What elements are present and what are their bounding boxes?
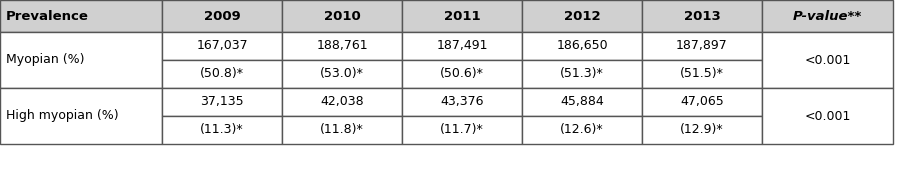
Bar bbox=[522, 0, 642, 32]
Bar bbox=[162, 32, 282, 60]
Text: 45,884: 45,884 bbox=[560, 96, 604, 108]
Bar bbox=[762, 88, 893, 144]
Text: 2010: 2010 bbox=[324, 10, 360, 23]
Bar bbox=[522, 116, 642, 144]
Bar bbox=[162, 0, 282, 32]
Bar bbox=[642, 60, 762, 88]
Text: P-value**: P-value** bbox=[793, 10, 862, 23]
Bar bbox=[282, 32, 402, 60]
Bar bbox=[522, 32, 642, 60]
Bar bbox=[522, 88, 642, 116]
Text: Prevalence: Prevalence bbox=[6, 10, 89, 23]
Bar bbox=[162, 116, 282, 144]
Bar bbox=[0, 88, 162, 144]
Bar bbox=[282, 116, 402, 144]
Bar bbox=[0, 0, 162, 32]
Text: 2011: 2011 bbox=[444, 10, 480, 23]
Text: 43,376: 43,376 bbox=[440, 96, 484, 108]
Bar bbox=[762, 0, 893, 32]
Text: (12.9)*: (12.9)* bbox=[680, 124, 724, 137]
Bar bbox=[282, 0, 402, 32]
Bar bbox=[402, 60, 522, 88]
Text: 42,038: 42,038 bbox=[320, 96, 364, 108]
Bar bbox=[642, 32, 762, 60]
Bar bbox=[162, 60, 282, 88]
Text: (50.6)*: (50.6)* bbox=[440, 68, 484, 80]
Bar bbox=[282, 88, 402, 116]
Bar bbox=[642, 88, 762, 116]
Text: (51.5)*: (51.5)* bbox=[680, 68, 724, 80]
Text: 187,491: 187,491 bbox=[437, 39, 487, 52]
Bar bbox=[402, 32, 522, 60]
Text: (53.0)*: (53.0)* bbox=[320, 68, 364, 80]
Text: 187,897: 187,897 bbox=[677, 39, 728, 52]
Text: 2013: 2013 bbox=[684, 10, 720, 23]
Text: 47,065: 47,065 bbox=[680, 96, 724, 108]
Text: Myopian (%): Myopian (%) bbox=[6, 54, 85, 67]
Text: 2009: 2009 bbox=[204, 10, 240, 23]
Text: <0.001: <0.001 bbox=[804, 109, 851, 122]
Bar bbox=[642, 116, 762, 144]
Bar bbox=[282, 60, 402, 88]
Text: 167,037: 167,037 bbox=[197, 39, 247, 52]
Bar bbox=[0, 32, 162, 88]
Text: (12.6)*: (12.6)* bbox=[560, 124, 604, 137]
Text: 37,135: 37,135 bbox=[200, 96, 244, 108]
Text: (11.3)*: (11.3)* bbox=[200, 124, 244, 137]
Text: 188,761: 188,761 bbox=[317, 39, 367, 52]
Text: 186,650: 186,650 bbox=[557, 39, 608, 52]
Text: (11.7)*: (11.7)* bbox=[440, 124, 484, 137]
Bar bbox=[162, 88, 282, 116]
Text: <0.001: <0.001 bbox=[804, 54, 851, 67]
Text: High myopian (%): High myopian (%) bbox=[6, 109, 119, 122]
Bar bbox=[642, 0, 762, 32]
Bar bbox=[402, 88, 522, 116]
Text: (51.3)*: (51.3)* bbox=[560, 68, 604, 80]
Text: 2012: 2012 bbox=[564, 10, 600, 23]
Bar bbox=[762, 32, 893, 88]
Text: (50.8)*: (50.8)* bbox=[200, 68, 244, 80]
Bar bbox=[402, 0, 522, 32]
Text: (11.8)*: (11.8)* bbox=[320, 124, 364, 137]
Bar bbox=[522, 60, 642, 88]
Bar bbox=[402, 116, 522, 144]
